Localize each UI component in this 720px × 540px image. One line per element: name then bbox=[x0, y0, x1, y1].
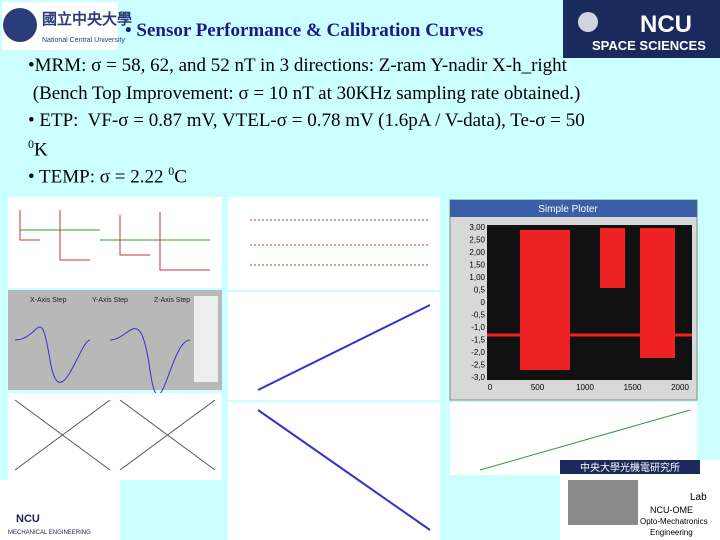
logo-emblem bbox=[3, 8, 37, 42]
logo-english: National Central University bbox=[42, 37, 125, 44]
plotter-tick-label: -1,5 bbox=[471, 336, 485, 345]
me-logo-text: NCU bbox=[16, 513, 40, 525]
bullet-line: (Bench Top Improvement: σ = 10 nT at 30K… bbox=[28, 83, 581, 105]
bullet-line: 0K bbox=[28, 137, 48, 161]
plotter-signal bbox=[640, 228, 675, 358]
superscript: 0 bbox=[28, 137, 34, 151]
bullet-text: •MRM: σ = 58, 62, and 52 nT in 3 directi… bbox=[28, 55, 567, 76]
plotter-tick-label: 1,00 bbox=[469, 273, 485, 282]
bullet-text: C bbox=[174, 166, 187, 188]
thumb-curve bbox=[14, 326, 191, 396]
plotter-tick-label: 1,50 bbox=[469, 261, 485, 270]
thumb-calib-line bbox=[257, 304, 431, 391]
plotter-signal bbox=[520, 230, 570, 370]
me-logo-subtitle: MECHANICAL ENGINEERING bbox=[8, 530, 91, 536]
thumb-lines bbox=[20, 229, 210, 241]
thumb-calib-up bbox=[228, 292, 440, 400]
thumb-noise bbox=[228, 197, 440, 290]
bullet-text: • TEMP: σ = 2.22 bbox=[28, 166, 169, 188]
bullet-line: • TEMP: σ = 2.22 0C bbox=[28, 164, 187, 188]
thumb-calib-down bbox=[228, 402, 440, 540]
plotter-tick-label: 1500 bbox=[624, 383, 642, 392]
bullet-text: • ETP: VF-σ = 0.87 mV, VTEL-σ = 0.78 mV … bbox=[28, 110, 585, 131]
ncu-name: NCU bbox=[640, 11, 692, 38]
plotter-tick-label: -3,0 bbox=[471, 373, 485, 382]
plotter-tick-label: 0 bbox=[481, 298, 486, 307]
superscript: 0 bbox=[168, 164, 175, 178]
thumb-lines bbox=[19, 210, 210, 271]
bullet-line: • ETP: VF-σ = 0.87 mV, VTEL-σ = 0.78 mV … bbox=[28, 110, 585, 132]
plotter-tick-label: 500 bbox=[531, 383, 545, 392]
plotter-tick-label: 0 bbox=[488, 383, 493, 392]
slide-title: • Sensor Performance & Calibration Curve… bbox=[125, 20, 484, 41]
ome-line1: Opto-Mechatronics bbox=[640, 517, 708, 526]
plotter-tick-label: -1,0 bbox=[471, 323, 485, 332]
thumb-cross bbox=[14, 399, 216, 471]
ome-name: NCU-OME bbox=[650, 505, 693, 515]
bullet-line: •MRM: σ = 58, 62, and 52 nT in 3 directi… bbox=[28, 55, 567, 77]
ncu-subtitle: SPACE SCIENCES bbox=[592, 38, 706, 53]
ome-lab: Lab bbox=[690, 492, 707, 503]
logo-chinese: 國立中央大學 bbox=[42, 10, 132, 28]
plotter-tick-label: 2,00 bbox=[469, 248, 485, 257]
legend-label: X-Axis Step bbox=[30, 297, 67, 304]
thumb-lines-chart bbox=[8, 393, 222, 480]
legend-label: Z-Axis Step bbox=[154, 297, 190, 304]
plotter-tick-label: -0,5 bbox=[471, 311, 485, 320]
plotter-tick-label: -2,0 bbox=[471, 348, 485, 357]
plotter-tick-label: 2,50 bbox=[469, 236, 485, 245]
thumb-steps bbox=[8, 197, 222, 288]
thumb-temp-line bbox=[479, 409, 691, 471]
legend-label: Y-Axis Step bbox=[92, 297, 128, 304]
plotter-tick-label: 3,00 bbox=[469, 223, 485, 232]
ncu-star bbox=[578, 12, 598, 32]
bullet-text: K bbox=[34, 139, 48, 161]
plotter-tick-label: 0,5 bbox=[474, 286, 486, 295]
plotter-tick-label: 1000 bbox=[576, 383, 594, 392]
bullet-text: (Bench Top Improvement: σ = 10 nT at 30K… bbox=[28, 83, 581, 104]
plotter-signal bbox=[600, 228, 625, 288]
thumb-noise-lines bbox=[250, 219, 430, 266]
ome-chinese: 中央大學光機電研究所 bbox=[580, 461, 680, 474]
plotter-titlebar bbox=[450, 200, 697, 217]
thumb-calib-line bbox=[257, 409, 431, 531]
thumb-legend-chart bbox=[8, 290, 222, 390]
ome-icon bbox=[568, 480, 638, 525]
ome-line2: Engineering bbox=[650, 528, 693, 537]
thumb-legend-box bbox=[194, 296, 218, 382]
plotter-tick-label: -2,5 bbox=[471, 361, 485, 370]
plotter-tick-label: 2000 bbox=[671, 383, 689, 392]
ome-banner bbox=[560, 460, 700, 474]
plotter-title: Simple Ploter bbox=[538, 204, 598, 215]
me-logo-box bbox=[0, 480, 120, 540]
